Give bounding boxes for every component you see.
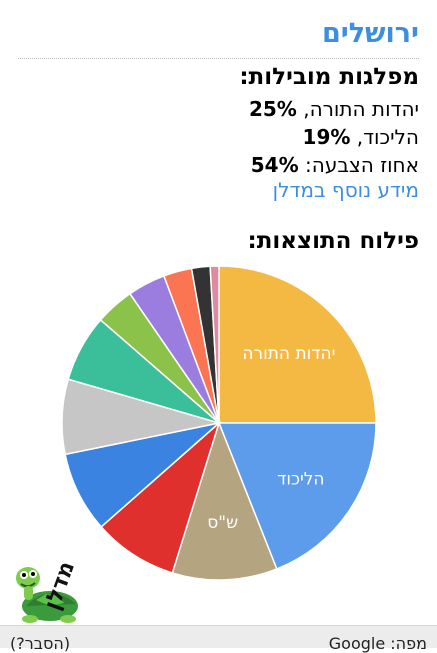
map-credit: מפה: Google (328, 634, 427, 653)
stat-separator: , (350, 125, 364, 149)
stat-separator: , (296, 97, 310, 121)
leading-parties-heading: מפלגות מובילות: (239, 64, 419, 90)
pie-slice-label-2: ש"ס (207, 513, 238, 533)
pie-slice-2 (171, 420, 278, 581)
explain-link[interactable]: (הסבר?) (10, 634, 71, 653)
pie-slice-label-1: הליכוד (277, 470, 324, 490)
pie-slice-0 (218, 265, 377, 424)
stat-row-turnout: אחוז הצבעה: 54% (251, 152, 419, 178)
turtle-mascot-icon (16, 567, 78, 623)
stat-row-torah-judaism: יהדות התורה, 25% (249, 96, 419, 122)
stat-value: 54% (250, 153, 299, 177)
pie-slice-11 (209, 265, 220, 424)
results-pie-chart: יהדות התורה הליכוד ש"ס (61, 265, 377, 581)
more-info-link[interactable]: מידע נוסף במדלן (272, 178, 419, 202)
stat-name: אחוז הצבעה (311, 153, 419, 177)
madlan-logo: מדלן (16, 558, 80, 623)
stat-value: 19% (302, 125, 351, 149)
pie-slice-1 (217, 422, 377, 570)
stat-name: יהדות התורה (309, 97, 419, 121)
stat-separator: : (298, 153, 312, 177)
stat-name: הליכוד (363, 125, 419, 149)
city-title: ירושלים (321, 18, 419, 49)
footer-bar: מפה: Google (הסבר?) (0, 625, 437, 653)
pie-slice-3 (100, 420, 221, 574)
title-divider (18, 58, 419, 59)
stat-row-likud: הליכוד, 19% (303, 124, 419, 150)
results-panel: ירושלים מפלגות מובילות: יהדות התורה, 25%… (16, 18, 420, 623)
distribution-heading: פילוח התוצאות: (247, 228, 420, 254)
stat-value: 25% (248, 97, 297, 121)
pie-slice-label-0: יהדות התורה (242, 344, 335, 364)
